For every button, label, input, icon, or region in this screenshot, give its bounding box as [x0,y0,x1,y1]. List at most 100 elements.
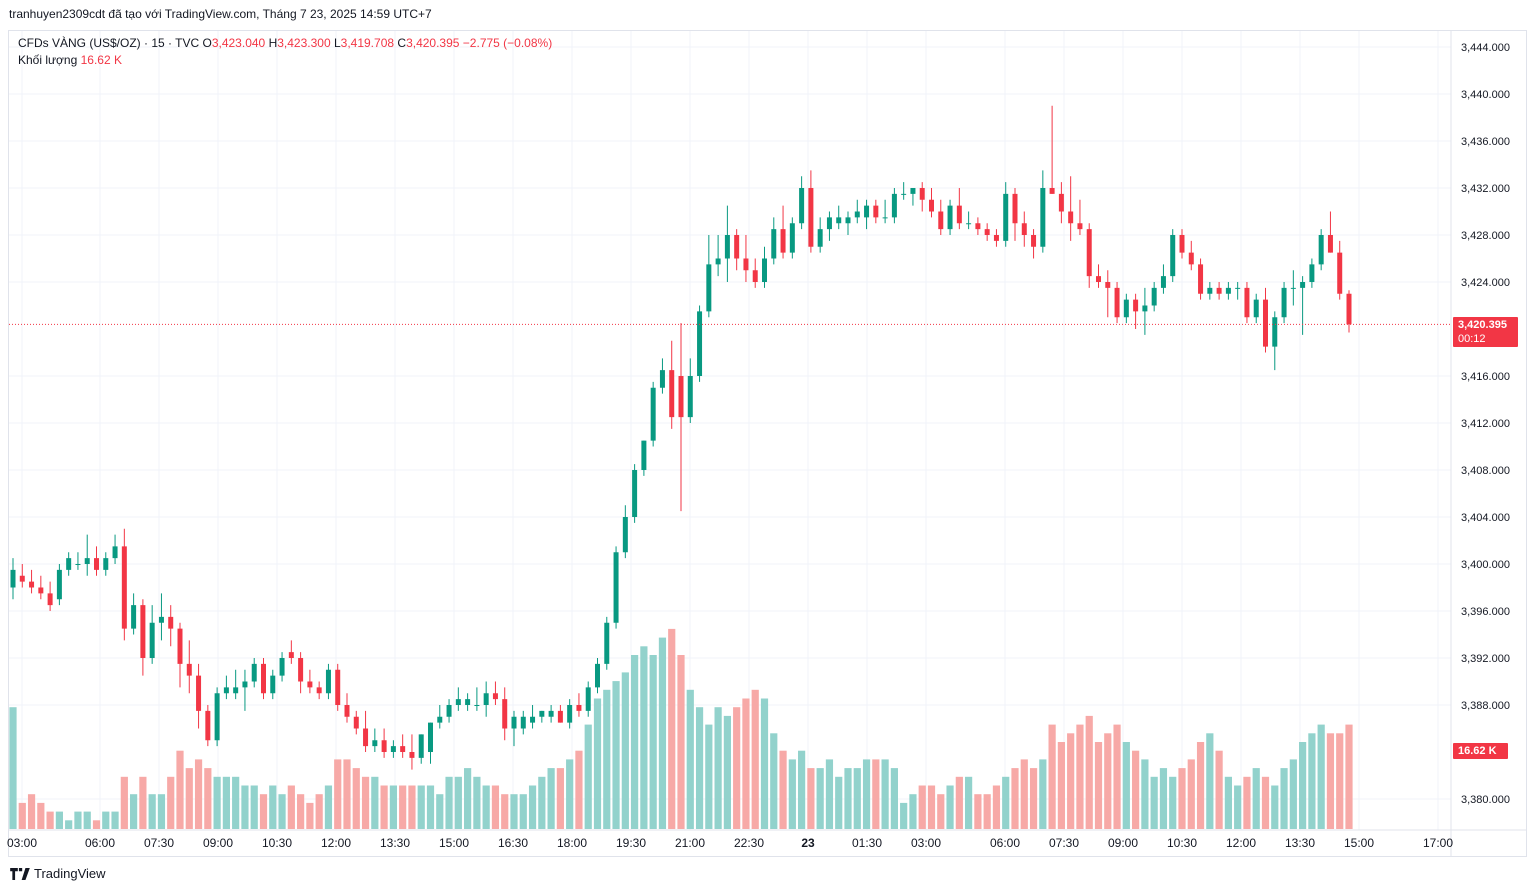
candle-body [1300,282,1306,288]
volume-bar [1289,759,1297,829]
close-label: C [397,36,407,50]
candle-body [251,663,257,682]
candle-body [1263,299,1268,347]
x-tick-label: 03:00 [7,836,37,850]
symbol-label[interactable]: CFDs VÀNG (US$/OZ) · 15 · TVC [18,36,200,50]
volume-bar [1094,742,1103,829]
x-tick-label: 10:30 [1167,836,1197,850]
candle-body [1096,276,1101,282]
x-tick-label: 17:00 [1423,836,1453,850]
volume-bar [185,768,193,829]
volume-bar [1159,768,1168,829]
candle-body [474,705,480,706]
candle-body [817,229,823,247]
volume-bar [1326,733,1335,829]
volume-bar [250,785,258,829]
y-tick-label: 3,436.000 [1461,136,1510,148]
candle-body [632,470,638,517]
candle-body [1179,235,1185,253]
candle-body [576,705,582,711]
candle-body [799,188,805,224]
grid [9,31,1451,830]
candle-body [1290,287,1296,289]
candle-body [409,752,415,758]
candle-body [557,710,563,723]
volume-bar [83,811,91,829]
change-value: −2.775 (−0.08%) [462,36,553,50]
volume-bar [677,655,685,829]
x-tick-label: 13:30 [1285,836,1315,850]
volume-bar [983,794,991,829]
candle-body [548,710,554,717]
candle-body [826,217,832,230]
volume-bar [1196,742,1205,829]
volume-bar [1317,724,1325,829]
candle-body [780,229,786,253]
x-tick-label: 06:00 [990,836,1020,850]
volume-bar [1039,759,1047,829]
x-tick-label: 13:30 [380,836,410,850]
volume-bar [1308,733,1316,829]
volume-bar [835,776,843,829]
candle-body [929,199,934,212]
candle-body [158,616,164,623]
volume-bar [528,785,537,829]
volume-bar [27,794,36,829]
candle-body [595,663,600,688]
y-tick-label: 3,408.000 [1461,465,1510,477]
candle-body [140,605,146,658]
candle-body [307,681,313,688]
volume-bar [751,689,759,829]
candle-body [567,705,573,723]
candle-body [242,681,248,688]
volume-bar [241,785,249,829]
footer-brand[interactable]: TradingView [34,866,106,881]
candle-body [1086,229,1092,277]
volume-bar [798,750,806,829]
candle-body [131,605,137,629]
candle-body [353,716,359,729]
volume-bar [881,759,889,829]
candle-body [316,687,322,694]
candle-body [363,728,369,747]
volume-bar [269,785,277,829]
volume-bar [111,811,119,829]
y-tick-label: 3,388.000 [1461,700,1510,712]
x-tick-label: 09:00 [1108,836,1138,850]
tradingview-logo-icon[interactable] [10,867,30,880]
volume-label[interactable]: Khối lượng [18,53,78,67]
y-tick-label: 3,432.000 [1461,183,1510,195]
candle-body [697,311,703,376]
volume-value: 16.62 K [80,53,122,67]
volume-bar [352,768,360,829]
bar-countdown: 00:12 [1458,333,1486,345]
volume-bar [278,794,286,829]
volume-bar [872,759,880,829]
volume-bar [380,785,388,829]
volume-bar [361,776,370,829]
candle-body [530,716,536,723]
candle-body [1058,193,1064,212]
volume-bar [157,794,166,829]
volume-bar [640,646,648,829]
volume-badge: 16.62 K [1453,743,1508,759]
volume-bar [426,785,435,829]
volume-bar [760,698,769,829]
volume-bar [1187,759,1195,829]
volume-bar [491,785,500,829]
candle-body [465,699,471,705]
y-tick-label: 3,428.000 [1461,230,1510,242]
candle-body [1114,287,1120,318]
candle-body [56,569,62,600]
volume-bar [909,794,917,829]
chart-frame[interactable] [8,30,1527,857]
volume-bar [1252,768,1260,829]
candle-body [1244,287,1250,318]
x-tick-label: 22:30 [734,836,764,850]
candle-body [446,705,452,717]
candle-body [335,669,341,705]
candle-body [168,616,174,629]
volume-bar [287,785,295,829]
volume-bar [436,794,444,829]
